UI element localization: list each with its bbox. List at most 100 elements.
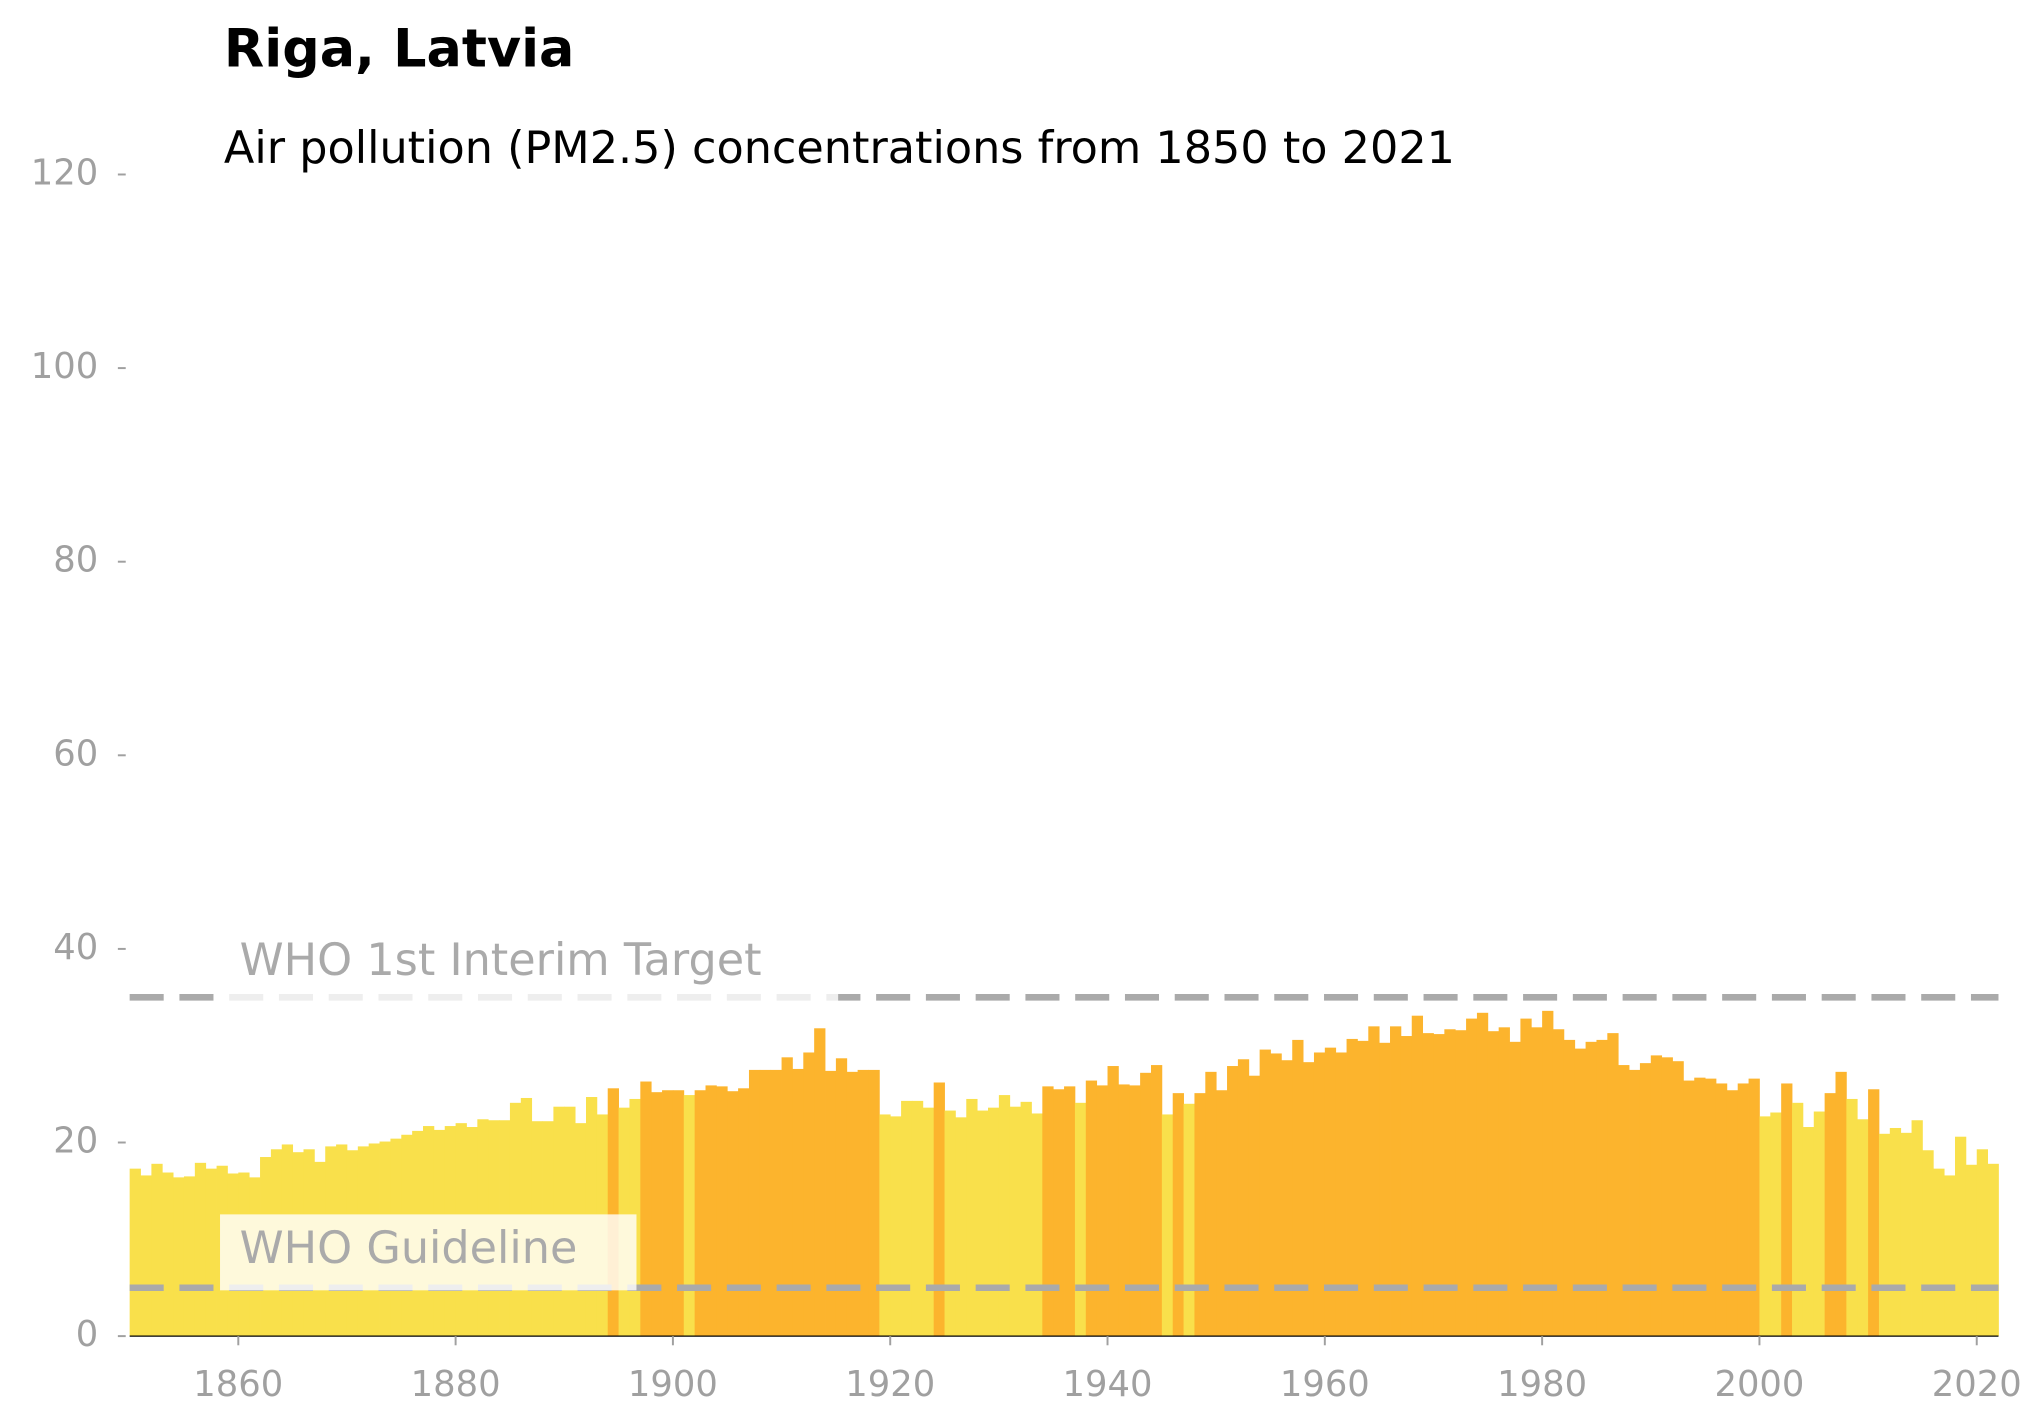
bar [194, 1162, 207, 1337]
bar [1563, 1039, 1576, 1337]
bar [846, 1071, 859, 1337]
bar [1552, 1029, 1565, 1337]
bar [1313, 1052, 1326, 1337]
y-tick-label: 20 [53, 1121, 98, 1162]
bar [1509, 1041, 1521, 1337]
bar [738, 1088, 750, 1337]
bar [1259, 1049, 1271, 1337]
bar [933, 1082, 945, 1337]
bar [1020, 1101, 1032, 1337]
chart-subtitle: Air pollution (PM2.5) concentrations fro… [224, 123, 1455, 174]
bar [640, 1081, 652, 1337]
bar [683, 1095, 696, 1337]
bar [879, 1114, 891, 1337]
bar [1770, 1112, 1782, 1337]
bar [1444, 1029, 1456, 1337]
bar [1053, 1089, 1065, 1337]
bar [1672, 1061, 1684, 1337]
bar [607, 1088, 619, 1337]
bar [966, 1098, 978, 1337]
bar [151, 1163, 163, 1337]
bar [1911, 1120, 1923, 1337]
bar [1270, 1053, 1282, 1337]
bar [140, 1175, 152, 1337]
bar [1531, 1027, 1543, 1337]
bar [792, 1068, 804, 1337]
bar [183, 1176, 196, 1337]
bar [835, 1058, 848, 1337]
bar [1618, 1065, 1630, 1337]
bar [1183, 1103, 1195, 1337]
bar [1824, 1093, 1836, 1337]
y-tick-label: 0 [76, 1314, 99, 1355]
bar [1107, 1066, 1119, 1337]
bar [1748, 1078, 1760, 1337]
reference-label: WHO Guideline [240, 1223, 578, 1274]
bar [868, 1069, 880, 1337]
bar [1781, 1083, 1793, 1337]
bar [1694, 1077, 1706, 1337]
bar [1574, 1048, 1586, 1337]
label-background [220, 926, 839, 1003]
bar [1792, 1102, 1804, 1337]
bar [901, 1100, 913, 1337]
bar [1194, 1093, 1206, 1337]
bar [1324, 1047, 1337, 1337]
bar [781, 1057, 793, 1337]
bar [716, 1086, 728, 1337]
bar [173, 1177, 185, 1337]
bar [1346, 1038, 1358, 1337]
bar [1129, 1085, 1141, 1337]
bar [1064, 1086, 1076, 1337]
bar [1987, 1163, 1999, 1337]
bar [1150, 1065, 1163, 1337]
bar [1009, 1106, 1021, 1337]
bar [1933, 1168, 1945, 1337]
bar [1161, 1114, 1174, 1337]
bar [1096, 1085, 1108, 1337]
bar [1846, 1098, 1858, 1337]
bar [1379, 1042, 1391, 1337]
bar [1455, 1030, 1467, 1337]
bar [1140, 1072, 1152, 1337]
bar [922, 1107, 935, 1337]
bar [770, 1069, 782, 1337]
bar [1639, 1063, 1652, 1337]
bar [1965, 1164, 1978, 1337]
bar [944, 1110, 956, 1337]
bar [988, 1107, 1000, 1337]
bar [857, 1069, 869, 1337]
x-tick-label: 1880 [411, 1364, 501, 1405]
bar [1237, 1059, 1250, 1337]
x-tick-label: 1860 [193, 1364, 283, 1405]
bar [1085, 1080, 1098, 1337]
x-tick-label: 1960 [1280, 1364, 1370, 1405]
bar [162, 1172, 174, 1337]
bar [1944, 1175, 1956, 1337]
bar [1705, 1078, 1717, 1337]
bar [1335, 1052, 1347, 1337]
bar [1955, 1136, 1967, 1337]
bar [1520, 1018, 1532, 1337]
bar [1629, 1069, 1641, 1337]
bar [1857, 1119, 1869, 1337]
bar [890, 1116, 902, 1337]
y-tick-label: 80 [53, 540, 98, 581]
bar [205, 1168, 217, 1337]
bar [1607, 1033, 1619, 1337]
bar [825, 1070, 837, 1337]
bar [129, 1168, 141, 1337]
bar [955, 1117, 967, 1337]
y-tick-label: 120 [31, 152, 98, 193]
x-tick-label: 2020 [1932, 1364, 2022, 1405]
x-tick-label: 2000 [1714, 1364, 1804, 1405]
bar [1476, 1012, 1489, 1337]
bar [1042, 1086, 1054, 1337]
bar [1074, 1102, 1087, 1337]
bar [1487, 1031, 1500, 1337]
bar [1248, 1075, 1261, 1337]
x-tick-label: 1980 [1497, 1364, 1587, 1405]
bar [1172, 1093, 1184, 1337]
bar [1650, 1055, 1663, 1337]
